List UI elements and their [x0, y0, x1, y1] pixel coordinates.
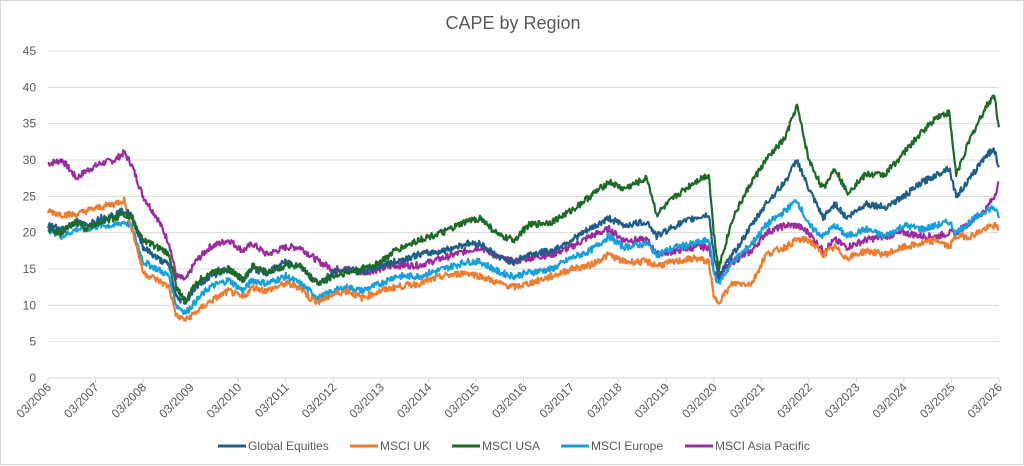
- x-tick-label: 03/2011: [252, 380, 292, 420]
- x-tick-label: 03/2020: [679, 380, 720, 421]
- x-tick-label: 03/2007: [61, 380, 102, 421]
- gridlines: [48, 50, 999, 379]
- y-tick-label: 10: [23, 298, 37, 312]
- x-tick-label: 03/2008: [109, 380, 150, 421]
- series-line-msci-europe: [47, 198, 1001, 316]
- x-tick-label: 03/2023: [822, 380, 863, 421]
- y-tick-label: 35: [23, 117, 37, 131]
- x-tick-label: 03/2024: [869, 380, 910, 421]
- y-axis-ticks: 0 5 10 15 20 25 30 35 40 45: [23, 44, 37, 385]
- x-tick-label: 03/2009: [156, 380, 197, 421]
- series-line-global-equities: [46, 147, 1000, 305]
- y-tick-label: 15: [23, 262, 37, 276]
- series-line-msci-uk: [46, 196, 1000, 322]
- x-tick-label: 03/2006: [14, 380, 55, 421]
- legend-label: MSCI Europe: [591, 439, 663, 453]
- series-lines: [46, 94, 1001, 322]
- legend-item: MSCI UK: [350, 439, 430, 453]
- legend-label: MSCI UK: [380, 439, 430, 453]
- legend-item: MSCI USA: [452, 439, 540, 453]
- legend: Global Equities MSCI UK MSCI USA MSCI Europ…: [218, 439, 810, 453]
- y-tick-label: 40: [23, 80, 37, 94]
- y-tick-label: 45: [23, 44, 37, 58]
- x-tick-label: 03/2022: [774, 380, 815, 421]
- y-tick-label: 30: [23, 153, 37, 167]
- x-tick-label: 03/2010: [204, 380, 245, 421]
- x-tick-label: 03/2012: [299, 380, 340, 421]
- x-tick-label: 03/2018: [584, 380, 625, 421]
- legend-item: MSCI Asia Pacific: [685, 439, 810, 453]
- x-tick-label: 03/2026: [965, 380, 1006, 421]
- legend-label: Global Equities: [248, 439, 329, 453]
- legend-item: MSCI Europe: [561, 439, 663, 453]
- chart-title: CAPE by Region: [445, 13, 580, 33]
- x-tick-label: 03/2025: [917, 380, 958, 421]
- legend-item: Global Equities: [218, 439, 329, 453]
- legend-label: MSCI USA: [482, 439, 540, 453]
- x-axis: 03/2006 03/2007 03/2008 03/2009 03/2010 03/20…: [14, 378, 1006, 421]
- y-tick-label: 5: [29, 335, 36, 349]
- x-tick-label: 03/2016: [489, 380, 530, 421]
- x-tick-label: 03/2014: [394, 380, 435, 421]
- x-tick-label: 03/2017: [537, 380, 578, 421]
- legend-label: MSCI Asia Pacific: [715, 439, 810, 453]
- x-tick-label: 03/2013: [346, 380, 387, 421]
- y-tick-label: 20: [23, 226, 37, 240]
- y-tick-label: 0: [29, 371, 36, 385]
- y-tick-label: 25: [23, 189, 37, 203]
- series-line-msci-usa: [47, 94, 1001, 305]
- x-tick-label: 03/2019: [632, 380, 673, 421]
- x-tick-label: 03/2021: [727, 380, 768, 421]
- x-tick-label: 03/2015: [441, 380, 482, 421]
